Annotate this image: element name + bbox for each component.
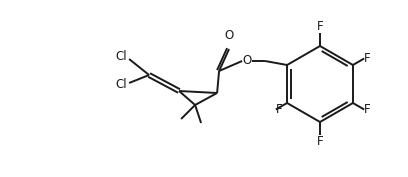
Text: Cl: Cl xyxy=(115,50,127,64)
Text: F: F xyxy=(276,103,282,116)
Text: F: F xyxy=(364,52,371,65)
Text: O: O xyxy=(224,29,234,42)
Text: F: F xyxy=(317,135,323,148)
Text: F: F xyxy=(364,103,371,116)
Text: O: O xyxy=(242,55,252,67)
Text: F: F xyxy=(317,20,323,33)
Text: Cl: Cl xyxy=(115,79,127,92)
